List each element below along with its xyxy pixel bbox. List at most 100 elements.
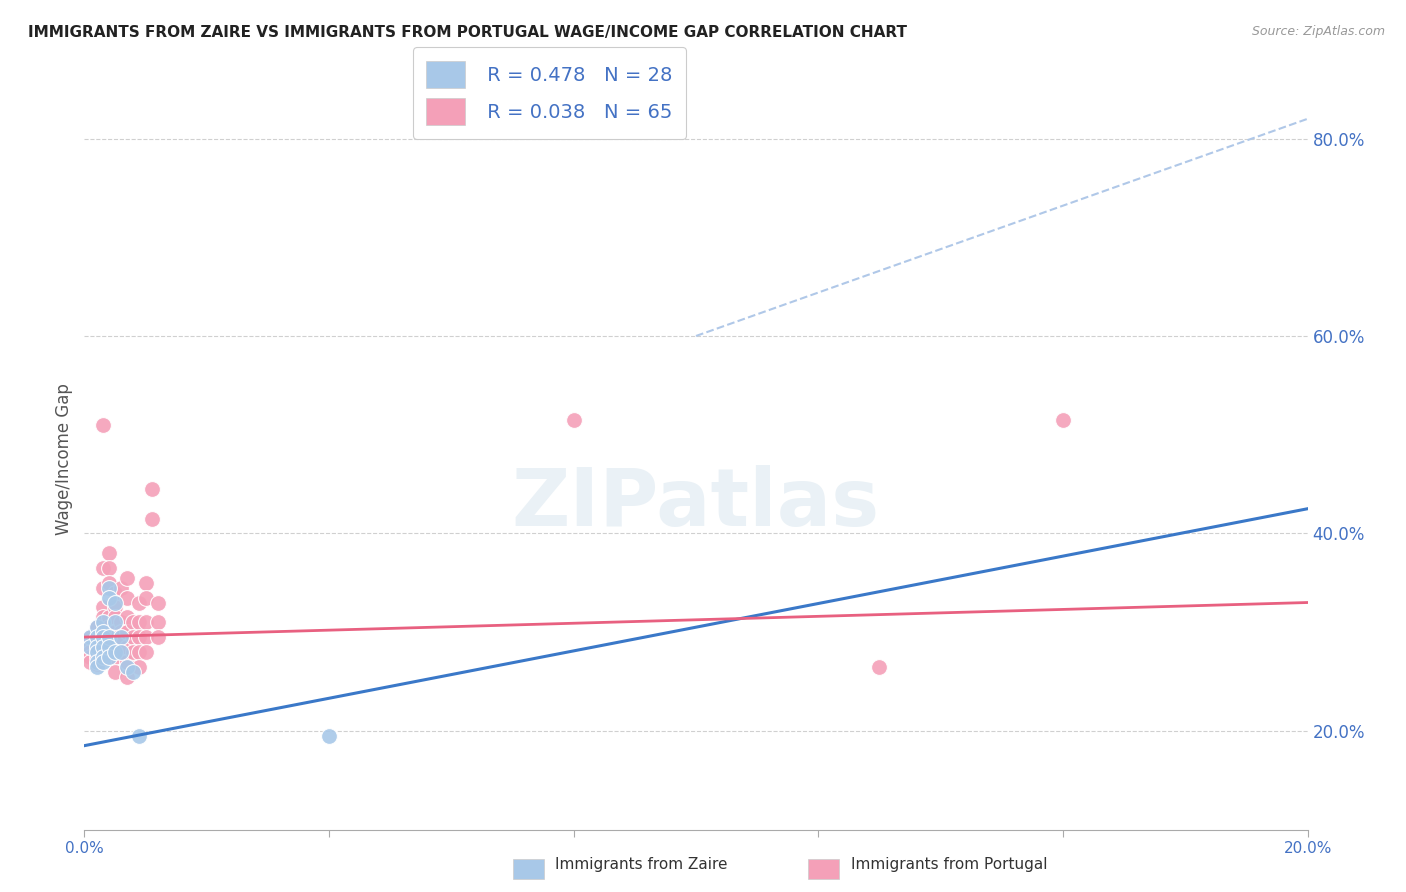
Point: [115, 625, 138, 640]
Point: [97, 649, 120, 664]
Point: [115, 640, 138, 654]
Point: [104, 585, 127, 599]
Point: [110, 630, 132, 644]
Point: [86, 640, 108, 654]
Text: Immigrants from Zaire: Immigrants from Zaire: [555, 857, 728, 872]
Point: [86, 640, 108, 654]
Point: [115, 659, 138, 673]
Point: [79, 640, 101, 654]
Point: [128, 729, 150, 743]
Point: [104, 640, 127, 654]
Point: [86, 645, 108, 659]
Point: [91, 417, 114, 432]
Text: Immigrants from Portugal: Immigrants from Portugal: [851, 857, 1047, 872]
Point: [79, 630, 101, 644]
Point: [135, 615, 157, 630]
Point: [86, 630, 108, 644]
Text: Source: ZipAtlas.com: Source: ZipAtlas.com: [1251, 25, 1385, 38]
Point: [128, 630, 150, 644]
Point: [97, 561, 120, 575]
Point: [115, 591, 138, 605]
Point: [115, 669, 138, 683]
Point: [91, 610, 114, 624]
Point: [91, 630, 114, 644]
Point: [122, 630, 145, 644]
Point: [79, 640, 101, 654]
Point: [97, 640, 120, 654]
Point: [128, 645, 150, 659]
Point: [91, 581, 114, 595]
Point: [104, 610, 127, 624]
Point: [135, 630, 157, 644]
Point: [91, 625, 114, 640]
Point: [110, 635, 132, 649]
Point: [104, 615, 127, 630]
Point: [86, 657, 108, 671]
Point: [122, 645, 145, 659]
Point: [135, 591, 157, 605]
Point: [97, 581, 120, 595]
Point: [91, 615, 114, 630]
Point: [122, 665, 145, 679]
Point: [562, 413, 585, 427]
Point: [141, 511, 163, 525]
Point: [135, 575, 157, 590]
Point: [86, 659, 108, 673]
Point: [115, 610, 138, 624]
Text: ZIPatlas: ZIPatlas: [512, 465, 880, 543]
Point: [110, 615, 132, 630]
Point: [104, 649, 127, 664]
Point: [97, 620, 120, 634]
Point: [86, 635, 108, 649]
Point: [146, 595, 169, 609]
Point: [86, 649, 108, 664]
Point: [97, 575, 120, 590]
Point: [86, 645, 108, 659]
Point: [122, 615, 145, 630]
Point: [141, 482, 163, 496]
Point: [128, 659, 150, 673]
Point: [104, 595, 127, 609]
Point: [91, 625, 114, 640]
Point: [86, 630, 108, 644]
Point: [104, 645, 127, 659]
Point: [869, 659, 891, 673]
Point: [104, 665, 127, 679]
Point: [110, 645, 132, 659]
Point: [91, 635, 114, 649]
Point: [97, 546, 120, 560]
Point: [115, 655, 138, 669]
Point: [79, 655, 101, 669]
Point: [1052, 413, 1074, 427]
Point: [91, 649, 114, 664]
Point: [146, 630, 169, 644]
Point: [91, 561, 114, 575]
Point: [91, 640, 114, 654]
Point: [128, 615, 150, 630]
Point: [91, 655, 114, 669]
Point: [86, 620, 108, 634]
Point: [79, 649, 101, 664]
Point: [110, 645, 132, 659]
Point: [79, 630, 101, 644]
Point: [97, 591, 120, 605]
Point: [104, 625, 127, 640]
Point: [318, 729, 340, 743]
Point: [86, 655, 108, 669]
Point: [97, 610, 120, 624]
Point: [97, 630, 120, 644]
Point: [104, 600, 127, 615]
Point: [146, 615, 169, 630]
Point: [79, 645, 101, 659]
Point: [110, 581, 132, 595]
Point: [110, 625, 132, 640]
Y-axis label: Wage/Income Gap: Wage/Income Gap: [55, 384, 73, 535]
Point: [128, 595, 150, 609]
Point: [91, 600, 114, 615]
Point: [115, 571, 138, 585]
Point: [86, 620, 108, 634]
Point: [135, 645, 157, 659]
Legend:  R = 0.478   N = 28,  R = 0.038   N = 65: R = 0.478 N = 28, R = 0.038 N = 65: [413, 47, 686, 139]
Point: [97, 630, 120, 644]
Text: IMMIGRANTS FROM ZAIRE VS IMMIGRANTS FROM PORTUGAL WAGE/INCOME GAP CORRELATION CH: IMMIGRANTS FROM ZAIRE VS IMMIGRANTS FROM…: [28, 25, 907, 40]
